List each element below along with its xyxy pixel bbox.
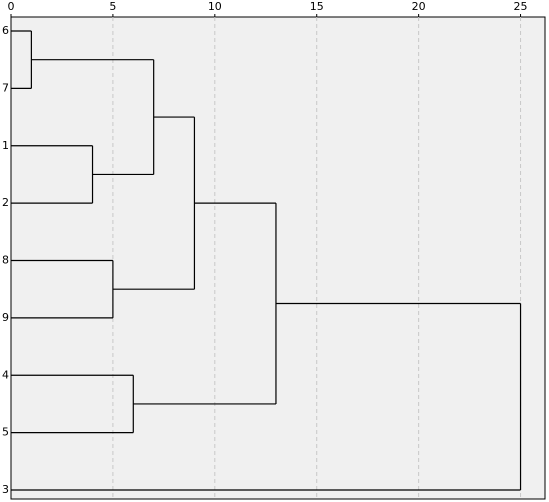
leaf-label: 4: [2, 368, 9, 381]
x-tick-label: 15: [310, 0, 324, 13]
x-tick-label: 5: [109, 0, 116, 13]
x-tick-label: 20: [412, 0, 426, 13]
leaf-label: 3: [2, 483, 9, 496]
x-tick-label: 10: [208, 0, 222, 13]
leaf-label: 6: [2, 24, 9, 37]
leaf-label: 5: [2, 426, 9, 439]
leaf-label: 9: [2, 311, 9, 324]
leaf-label: 8: [2, 254, 9, 267]
leaf-label: 2: [2, 196, 9, 209]
leaf-label: 1: [2, 139, 9, 152]
leaf-label: 7: [2, 81, 9, 94]
x-tick-label: 0: [8, 0, 15, 13]
plot-area: [10, 16, 546, 500]
x-tick-label: 25: [514, 0, 528, 13]
